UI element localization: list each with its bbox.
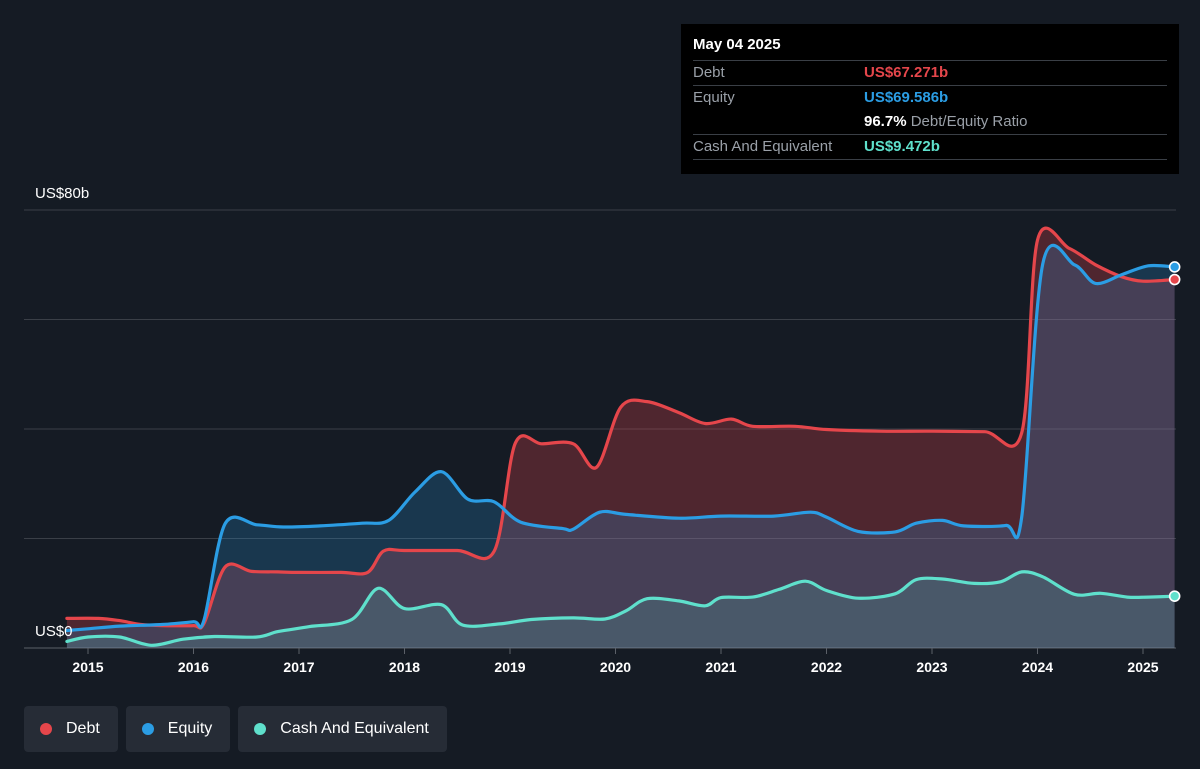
chart-grid (24, 209, 1176, 649)
tooltip-ratio: 96.7% Debt/Equity Ratio (864, 110, 1027, 134)
tooltip-date: May 04 2025 (693, 36, 781, 53)
equity-dot-icon (141, 723, 154, 735)
x-tick-label: 2021 (705, 659, 736, 675)
x-tick-label: 2024 (1022, 659, 1053, 675)
tooltip-debt-label: Debt (693, 64, 725, 81)
x-tick-label: 2018 (389, 659, 420, 675)
chart-legend: Debt Equity Cash And Equivalent (24, 706, 447, 752)
x-tick-label: 2019 (494, 659, 525, 675)
tooltip-debt-value: US$67.271b (864, 64, 949, 81)
equity-area (66, 245, 1175, 648)
legend-equity-label: Equity (167, 720, 213, 737)
legend-item-equity[interactable]: Equity (125, 706, 231, 752)
legend-item-debt[interactable]: Debt (24, 706, 118, 752)
x-tick-label: 2022 (811, 659, 842, 675)
x-tick-label: 2016 (178, 659, 209, 675)
cash-and-equivalent-endpoint (1168, 590, 1181, 602)
debt-endpoint (1168, 273, 1181, 286)
chart-endpoints (1168, 261, 1181, 602)
data-tooltip: May 04 2025 Debt US$67.271b Equity US$69… (681, 24, 1179, 174)
tooltip-cash-value: US$9.472b (864, 138, 940, 155)
chart-areas (66, 228, 1175, 648)
debt-line (65, 226, 1177, 630)
debt-dot-icon (40, 723, 52, 735)
tooltip-ratio-label: Debt/Equity Ratio (910, 113, 1028, 130)
tooltip-ratio-row: 96.7% Debt/Equity Ratio (693, 110, 1167, 134)
y-axis-label-bottom: US$0 (35, 623, 73, 640)
cash-and-equivalent-area (66, 571, 1175, 648)
x-axis-ticks: 2015 2016 2017 2018 2019 2020 2021 2022 2023 2024… (72, 648, 1159, 675)
tooltip-cash-row: Cash And Equivalent US$9.472b (693, 134, 1167, 160)
equity-endpoint (1168, 261, 1181, 273)
x-tick-label: 2017 (283, 659, 314, 675)
legend-item-cash[interactable]: Cash And Equivalent (238, 706, 447, 752)
tooltip-cash-label: Cash And Equivalent (693, 138, 833, 155)
legend-debt-label: Debt (66, 720, 100, 737)
x-tick-label: 2025 (1127, 659, 1158, 675)
debt-area (66, 228, 1175, 648)
tooltip-ratio-value: 96.7% (864, 113, 907, 130)
tooltip-equity-row: Equity US$69.586b (693, 85, 1167, 110)
tooltip-debt-row: Debt US$67.271b (693, 60, 1167, 85)
cash-and-equivalent-line (65, 570, 1177, 647)
x-tick-label: 2023 (916, 659, 947, 675)
equity-line (65, 243, 1177, 633)
cash-dot-icon (254, 723, 267, 735)
chart-lines (65, 226, 1177, 647)
tooltip-equity-value: US$69.586b (864, 89, 949, 106)
tooltip-equity-label: Equity (693, 89, 735, 106)
x-tick-label: 2015 (72, 659, 103, 675)
legend-cash-label: Cash And Equivalent (280, 720, 429, 737)
x-tick-label: 2020 (600, 659, 631, 675)
y-axis-label-top: US$80b (35, 185, 89, 202)
